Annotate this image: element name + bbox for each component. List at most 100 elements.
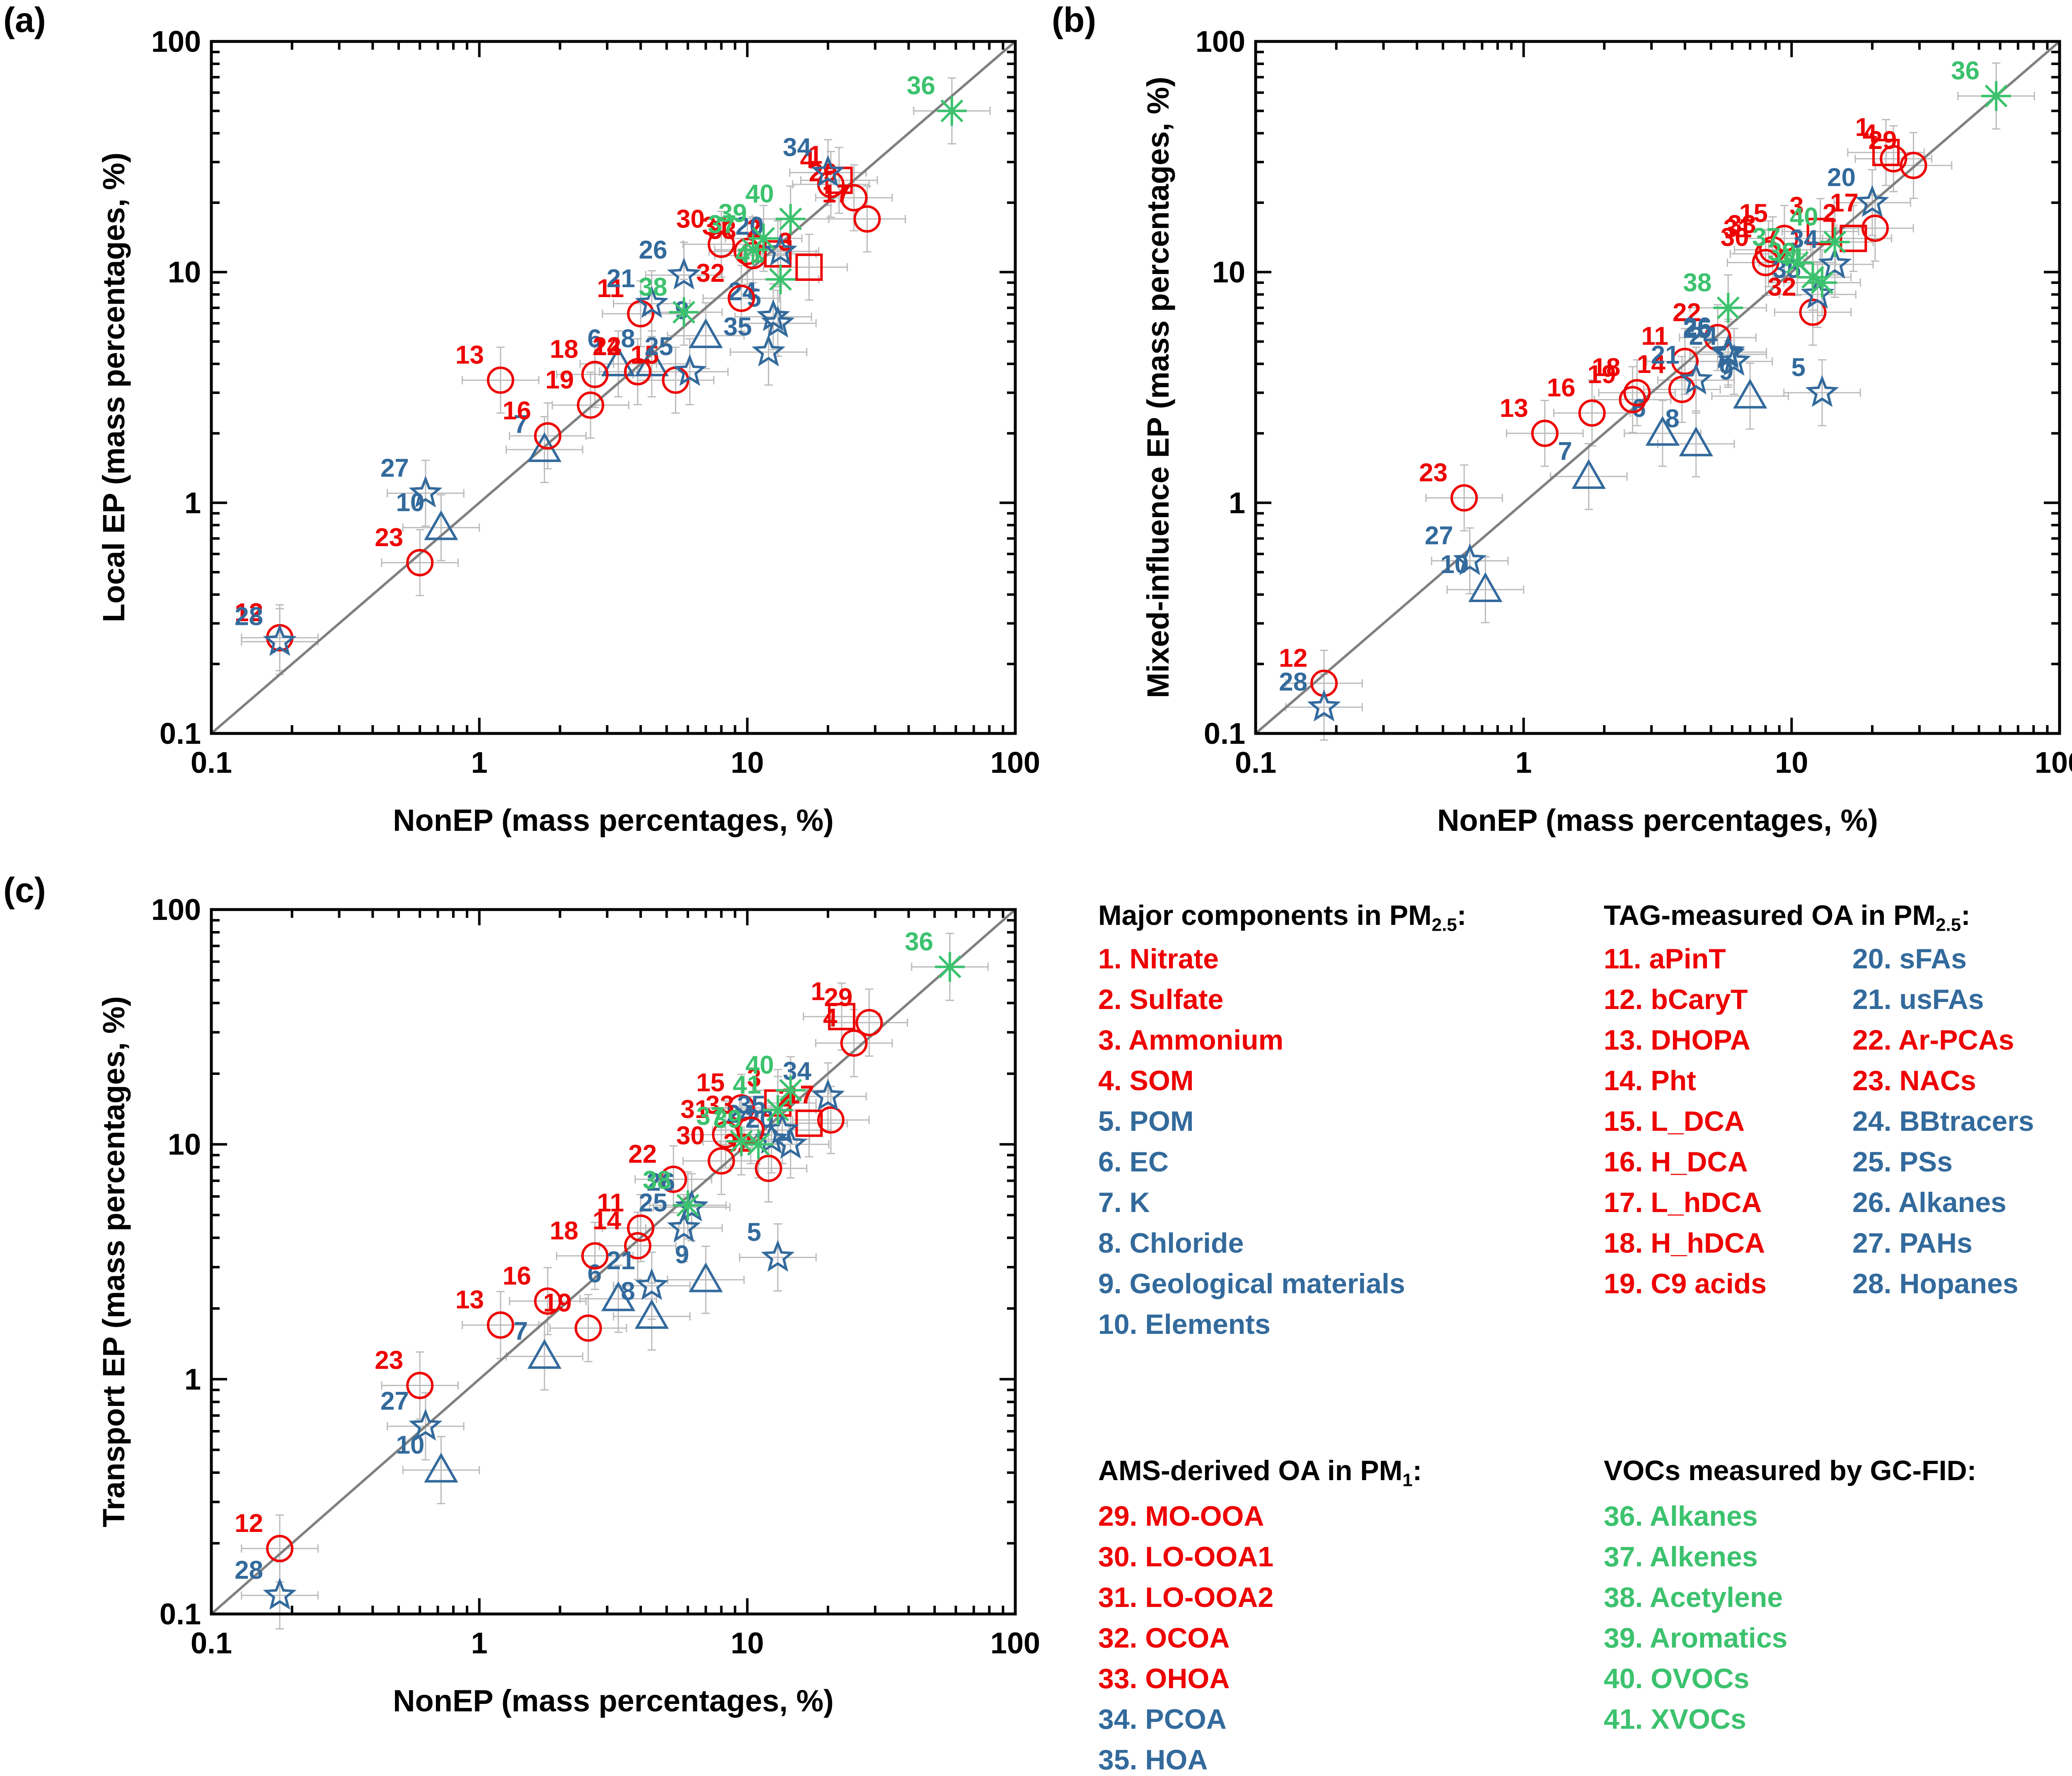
data-label: 12	[235, 598, 263, 627]
data-label: 33	[1728, 211, 1756, 239]
data-point-triangle	[1645, 416, 1680, 446]
x-tick-label: 100	[990, 746, 1040, 779]
x-axis-label: NonEP (mass percentages, %)	[1437, 803, 1878, 837]
legend-item: 34. PCOA	[1098, 1703, 1227, 1735]
data-point-asterisk	[673, 1190, 703, 1220]
data-label: 4	[1863, 119, 1877, 148]
one-to-one-line	[1255, 40, 2060, 735]
data-point-asterisk	[765, 264, 796, 295]
legend-item: 20. sFAs	[1852, 943, 1967, 975]
legend-heading-text: AMS-derived OA in PM	[1098, 1455, 1403, 1486]
data-point-asterisk	[937, 96, 967, 126]
y-axis-label: Mixed-influence EP (mass percentages, %)	[1141, 77, 1175, 698]
data-point-circle	[574, 1314, 602, 1342]
data-label: 37	[708, 211, 736, 239]
asterisk-stroke	[1801, 266, 1825, 289]
data-label: 8	[621, 1277, 635, 1306]
legend-item: 11. aPinT	[1604, 943, 1726, 975]
data-label: 29	[824, 983, 852, 1012]
legend-item: 36. Alkanes	[1604, 1500, 1758, 1532]
data-label: 41	[1777, 243, 1806, 272]
data-label: 30	[676, 205, 705, 234]
data-label: 32	[696, 259, 725, 288]
asterisk-stroke	[747, 1133, 770, 1156]
data-label: 37	[696, 1102, 725, 1130]
legend-heading-ams: AMS-derived OA in PM1:	[1098, 1454, 1422, 1491]
legend-item: 5. POM	[1098, 1106, 1194, 1137]
data-point-asterisk	[748, 223, 779, 254]
legend-heading-end: :	[1961, 900, 1970, 931]
legend-item: 26. Alkanes	[1852, 1187, 2007, 1218]
data-point-circle	[1578, 399, 1606, 427]
data-point-circle	[855, 1009, 883, 1036]
legend-item: 4. SOM	[1098, 1065, 1194, 1096]
data-point-star	[811, 155, 845, 187]
legend-heading-end: :	[1457, 900, 1467, 931]
one-to-one-line	[211, 40, 1016, 735]
panel-b: (b) 0.1 1 10 100 0.1 1 10 100 NonEP (mass percen…	[1048, 0, 2072, 870]
data-label: 11	[597, 1189, 624, 1217]
ticks	[210, 910, 1015, 1615]
data-point-circle	[624, 358, 651, 386]
legend-item: 33. OHOA	[1098, 1663, 1230, 1694]
data-label: 34	[1790, 225, 1818, 254]
data-label: 15	[1739, 199, 1768, 227]
x-tick-label: 0.1	[191, 746, 232, 779]
data-point-circle	[707, 1147, 735, 1175]
x-tick-label: 0.1	[1235, 746, 1276, 779]
data-label: 26	[1683, 313, 1711, 341]
data-label: 15	[696, 1069, 725, 1097]
x-tick-label: 0.1	[191, 1627, 232, 1660]
data-label: 33	[708, 216, 736, 245]
data-point-star	[635, 286, 669, 318]
data-label: 23	[1419, 459, 1447, 487]
data-label: 39	[713, 1105, 742, 1134]
data-point-star	[751, 334, 786, 367]
data-point-circle	[853, 205, 881, 233]
data-point-circle	[627, 1214, 654, 1242]
data-label: 25	[639, 1189, 667, 1217]
legend-item: 21. usFAs	[1852, 984, 1984, 1015]
data-label: 24	[1689, 322, 1718, 351]
data-label: 40	[1790, 203, 1818, 231]
legend-item: 22. Ar-PCAs	[1852, 1024, 2014, 1056]
legend-heading-text: Major components in PM	[1098, 900, 1432, 931]
data-label: 18	[550, 1217, 579, 1245]
data-label: 26	[639, 236, 667, 264]
y-tick-label: 10	[168, 1128, 201, 1161]
data-label: 19	[545, 366, 574, 394]
data-label: 23	[375, 523, 403, 552]
data-label: 1	[811, 977, 825, 1006]
asterisk-stroke	[769, 268, 792, 291]
data-point-circle	[266, 1535, 294, 1563]
data-label: 7	[513, 1317, 528, 1345]
data-label: 25	[645, 332, 673, 361]
legend-item: 30. LO-OOA1	[1098, 1541, 1274, 1573]
data-point-circle	[1623, 379, 1651, 406]
legend-heading-end: :	[1412, 1455, 1422, 1486]
data-point-triangle	[1733, 378, 1767, 409]
legend-heading-sub: 2.5	[1936, 915, 1961, 935]
data-point-star	[1855, 185, 1889, 217]
x-axis-label: NonEP (mass percentages, %)	[393, 803, 834, 837]
error-bars	[1285, 62, 2035, 741]
data-point-circle	[1861, 214, 1889, 242]
legend-item: 31. LO-OOA2	[1098, 1582, 1274, 1613]
data-label: 14	[593, 332, 621, 361]
asterisk-stroke	[672, 300, 695, 324]
markers: 1234567891011121314151617181920212223242…	[1279, 57, 2011, 722]
legend-item: 28. Hopanes	[1852, 1268, 2019, 1299]
data-label: 14	[1637, 350, 1665, 379]
data-point-triangle	[1468, 572, 1503, 602]
asterisk-stroke	[779, 207, 802, 230]
legend-item: 14. Pht	[1604, 1065, 1696, 1096]
data-label: 21	[607, 1246, 635, 1275]
data-point-star	[635, 1268, 669, 1300]
data-label: 35	[737, 1091, 766, 1119]
data-point-asterisk	[935, 952, 965, 982]
data-point-circle	[733, 237, 761, 265]
legend-item: 38. Acetylene	[1604, 1582, 1783, 1613]
data-point-triangle	[634, 1299, 669, 1329]
data-label: 23	[375, 1346, 403, 1375]
y-tick-label: 0.1	[160, 717, 201, 750]
